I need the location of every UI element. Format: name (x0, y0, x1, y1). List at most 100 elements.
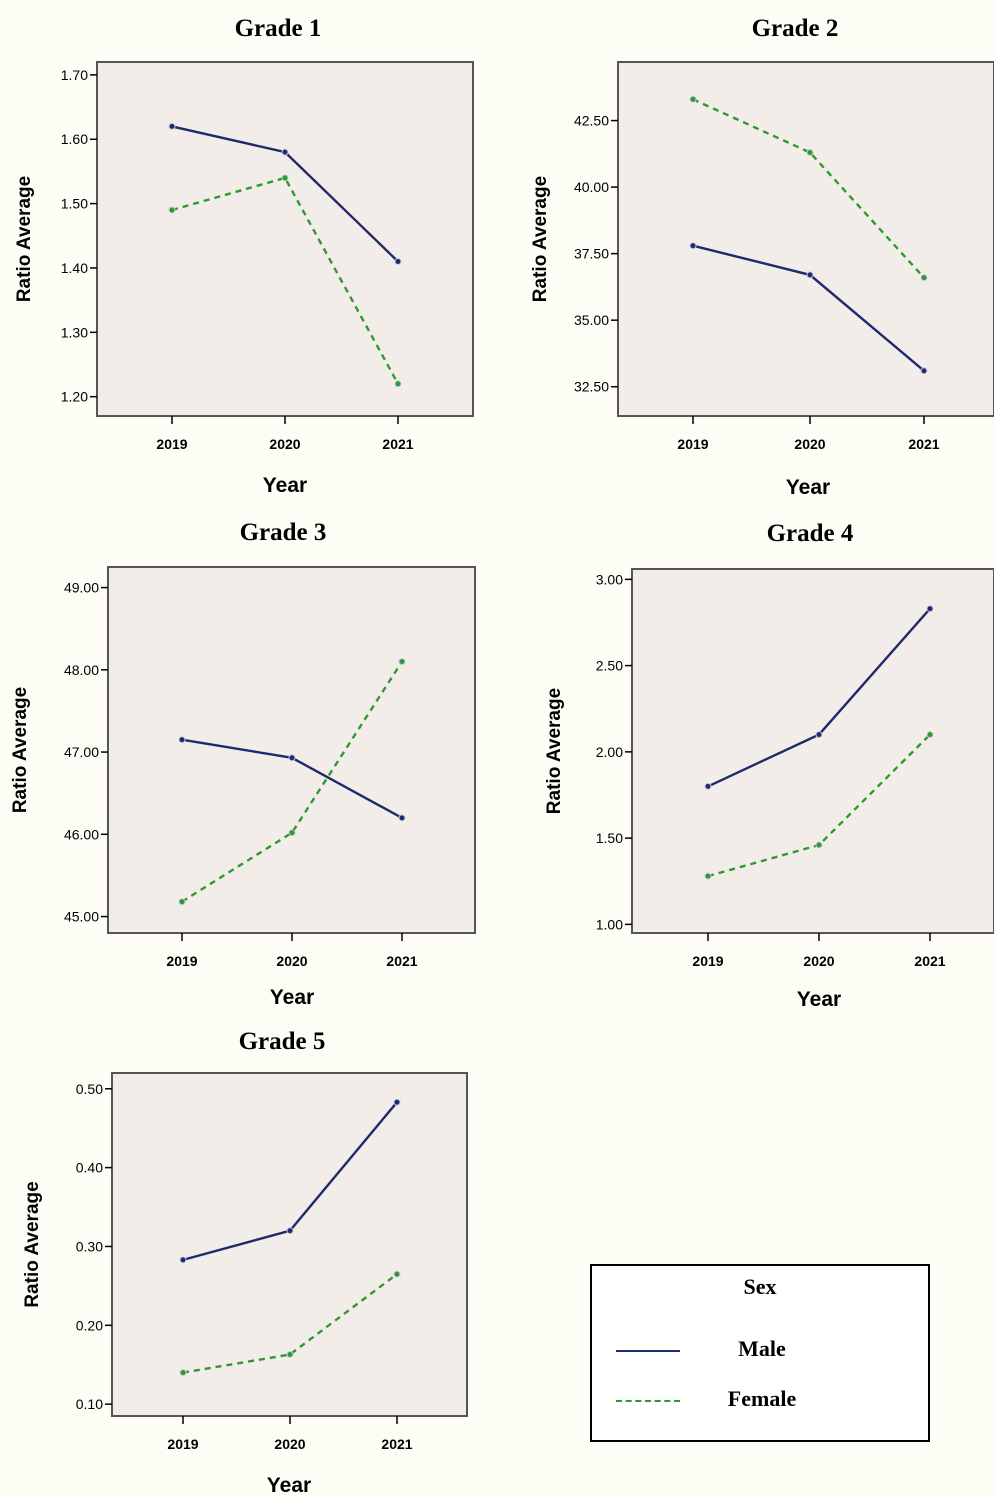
grade2-series-female-point (806, 149, 814, 156)
grade5-series-male-point (393, 1098, 401, 1106)
grade1-x-axis-label: Year (263, 474, 307, 497)
legend-swatch-female (616, 1400, 680, 1402)
grade4-xtick-label: 2020 (803, 953, 834, 969)
grade4-series-male-point (926, 605, 934, 613)
grade4-y-axis-label: Ratio Average (544, 688, 565, 814)
grade1-series-female-point (394, 380, 402, 388)
grade1-series-female-point (168, 206, 176, 214)
grade4-title: Grade 4 (767, 520, 854, 547)
grade4-ytick-label: 2.00 (596, 744, 623, 760)
grade1-series-male-point (394, 258, 402, 265)
grade5-ytick-label: 0.30 (76, 1238, 103, 1254)
grade1-ytick-label: 1.50 (61, 196, 88, 212)
grade5-xtick-label: 2021 (381, 1436, 412, 1452)
grade3-xtick-label: 2019 (166, 953, 197, 969)
grade5-ytick-label: 0.50 (76, 1081, 103, 1097)
grade5-x-axis-label: Year (267, 1474, 311, 1496)
grade5-xtick-label: 2020 (274, 1436, 305, 1452)
grade2-ytick-label: 37.50 (574, 246, 609, 262)
grade1-series-male-point (281, 148, 289, 156)
grade4-series-male-point (815, 731, 823, 739)
grade1-ytick-label: 1.20 (61, 389, 88, 405)
grade1-ytick-label: 1.40 (61, 260, 88, 276)
grade1-ytick-label: 1.30 (61, 324, 88, 340)
grade5-ytick-label: 0.40 (76, 1160, 103, 1176)
grade1-xtick-label: 2019 (156, 436, 187, 452)
grade2-ytick-label: 32.50 (574, 379, 609, 395)
grade5-y-axis-label: Ratio Average (22, 1181, 43, 1307)
grade3-y-axis-label: Ratio Average (10, 687, 31, 813)
grade4-series-female-point (926, 731, 934, 739)
grade2-ytick-label: 35.00 (574, 312, 609, 328)
legend-label-male: Male (738, 1336, 786, 1361)
grade1-y-axis-label: Ratio Average (14, 176, 35, 302)
grade4-series-male-point (704, 782, 712, 790)
grade2-xtick-label: 2021 (908, 436, 939, 452)
grade2-series-female-point (920, 274, 928, 282)
grade4-series-female-point (704, 872, 712, 880)
grade4-ytick-label: 2.50 (596, 658, 623, 674)
grade3-ytick-label: 47.00 (64, 744, 99, 760)
grade3-series-female-point (178, 898, 186, 906)
grade4-xtick-label: 2021 (914, 953, 945, 969)
grade1-series-female-point (281, 174, 289, 182)
grade2-series-male-point (689, 242, 697, 250)
grade1-ytick-label: 1.60 (61, 131, 88, 147)
grade3-series-male-point (288, 754, 296, 762)
grade3-ytick-label: 49.00 (64, 580, 99, 596)
grade2-series-male-point (920, 367, 928, 375)
grade2-x-axis-label: Year (786, 476, 830, 499)
grade3-ytick-label: 48.00 (64, 662, 99, 678)
grade2-series-female-point (689, 95, 697, 103)
legend: Sex Male Female (590, 1264, 930, 1442)
grade2-ytick-label: 40.00 (574, 179, 609, 195)
grade4-xtick-label: 2019 (692, 953, 723, 969)
grade2-series-male-point (806, 271, 814, 279)
grade3-series-female-line (181, 660, 404, 903)
grade3-ytick-label: 46.00 (64, 826, 99, 842)
legend-swatch-male (616, 1350, 680, 1352)
grade2-title: Grade 2 (752, 15, 839, 42)
grade2-plot-area (617, 61, 994, 417)
grade1-title: Grade 1 (235, 15, 322, 42)
grade5-xtick-label: 2019 (167, 1436, 198, 1452)
grade4-x-axis-label: Year (797, 988, 841, 1011)
grade4-plot-area (631, 568, 994, 934)
grade5-series-female-point (393, 1270, 401, 1278)
grade3-x-axis-label: Year (270, 986, 314, 1009)
grade5-series-female-point (179, 1369, 187, 1377)
grade1-ytick-label: 1.70 (61, 67, 88, 83)
grade3-ytick-label: 45.00 (64, 909, 99, 925)
grade5-series-female-point (286, 1351, 294, 1358)
grade4-ytick-label: 1.50 (596, 830, 623, 846)
grade3-title: Grade 3 (240, 519, 327, 546)
grade1-xtick-label: 2020 (269, 436, 300, 452)
grade3-xtick-label: 2020 (276, 953, 307, 969)
grade3-xtick-label: 2021 (386, 953, 417, 969)
grade1-series-male-point (168, 122, 176, 130)
grade4-series-female-point (815, 841, 823, 849)
grade3-series-male-point (398, 814, 406, 822)
grade3-plot-area (107, 566, 476, 934)
grade4-ytick-label: 1.00 (596, 916, 623, 932)
grade1-plot-area (96, 61, 474, 417)
grade3-series-male-point (178, 736, 186, 744)
grade5-series-female-line (182, 1273, 398, 1374)
grade1-xtick-label: 2021 (382, 436, 413, 452)
grade2-xtick-label: 2019 (677, 436, 708, 452)
grade2-ytick-label: 42.50 (574, 113, 609, 129)
grade5-ytick-label: 0.10 (76, 1396, 103, 1412)
legend-label-female: Female (727, 1386, 797, 1411)
grade5-series-male-point (179, 1256, 187, 1264)
grade5-title: Grade 5 (239, 1028, 326, 1055)
grade5-ytick-label: 0.20 (76, 1317, 103, 1333)
grade3-series-female-point (288, 829, 296, 837)
grade5-series-male-point (286, 1227, 294, 1235)
grade2-xtick-label: 2020 (794, 436, 825, 452)
grade5-plot-area (111, 1072, 468, 1417)
grade2-y-axis-label: Ratio Average (530, 176, 551, 302)
grade3-series-female-point (398, 658, 406, 666)
legend-title: Sex (743, 1274, 777, 1299)
grade4-ytick-label: 3.00 (596, 571, 623, 587)
